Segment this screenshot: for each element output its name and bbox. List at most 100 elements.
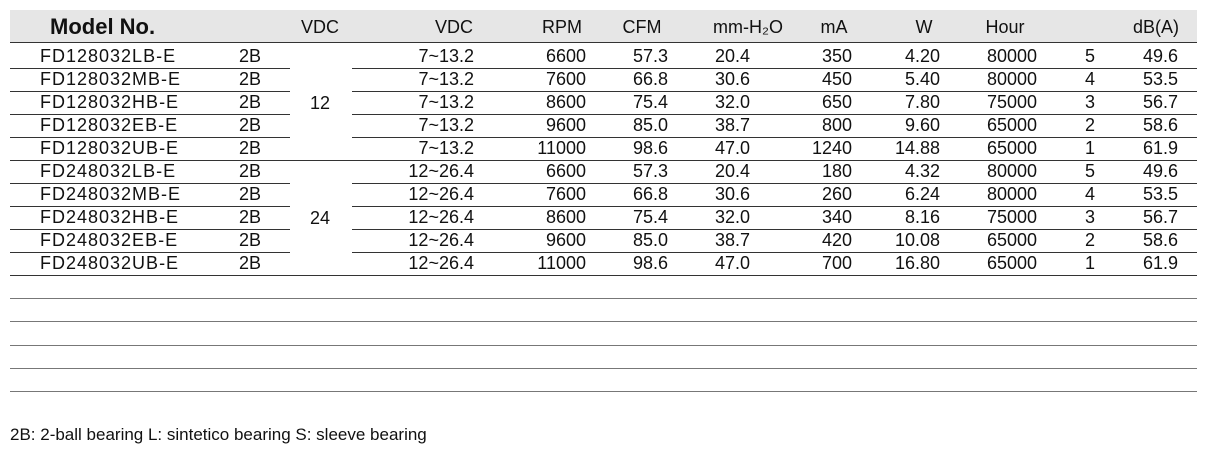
value-cell: 7~13.2 bbox=[418, 46, 474, 66]
value-cell: 30.6 bbox=[714, 69, 750, 89]
value-cell: 7~13.2 bbox=[418, 115, 474, 135]
value-cell: 12~26.4 bbox=[408, 161, 474, 181]
value-cell: 65000 bbox=[986, 230, 1037, 250]
value-cell: 3 bbox=[1084, 92, 1096, 112]
header-cell: mm-H₂O bbox=[713, 17, 783, 37]
value-cell: 75.4 bbox=[632, 92, 668, 112]
value-cell: 75.4 bbox=[632, 207, 668, 227]
value-cell: 5 bbox=[1084, 46, 1096, 66]
value-cell: 98.6 bbox=[632, 138, 668, 158]
value-cell: 56.7 bbox=[1142, 207, 1178, 227]
blank-rule bbox=[10, 368, 1197, 369]
value-cell: 8.16 bbox=[904, 207, 940, 227]
value-cell: 80000 bbox=[986, 46, 1037, 66]
value-cell: 38.7 bbox=[714, 230, 750, 250]
value-cell: 66.8 bbox=[632, 184, 668, 204]
value-cell: 7.80 bbox=[904, 92, 940, 112]
value-cell: 1 bbox=[1084, 138, 1096, 158]
model-cell: FD128032HB-E bbox=[40, 92, 180, 112]
value-cell: 700 bbox=[821, 253, 852, 273]
value-cell: 350 bbox=[821, 46, 852, 66]
blank-rule bbox=[10, 321, 1197, 322]
value-cell: 20.4 bbox=[714, 46, 750, 66]
row-rule bbox=[352, 137, 1197, 138]
row-rule bbox=[10, 114, 290, 115]
value-cell: 2B bbox=[238, 115, 262, 135]
value-cell: 7~13.2 bbox=[418, 138, 474, 158]
value-cell: 9.60 bbox=[904, 115, 940, 135]
value-cell: 1240 bbox=[811, 138, 852, 158]
value-cell: 4.20 bbox=[904, 46, 940, 66]
value-cell: 5 bbox=[1084, 161, 1096, 181]
value-cell: 7~13.2 bbox=[418, 69, 474, 89]
value-cell: 98.6 bbox=[632, 253, 668, 273]
footnote: 2B: 2-ball bearing L: sintetico bearing … bbox=[10, 425, 427, 444]
model-cell: FD128032EB-E bbox=[40, 115, 179, 135]
model-cell: FD248032HB-E bbox=[40, 207, 180, 227]
header-cell: dB(A) bbox=[1132, 17, 1180, 37]
row-rule bbox=[10, 160, 1197, 161]
value-cell: 75000 bbox=[986, 92, 1037, 112]
value-cell: 53.5 bbox=[1142, 184, 1178, 204]
row-rule bbox=[352, 114, 1197, 115]
model-cell: FD128032LB-E bbox=[40, 46, 177, 66]
value-cell: 2B bbox=[238, 230, 262, 250]
vdc-cell: 24 bbox=[309, 207, 331, 228]
value-cell: 2B bbox=[238, 92, 262, 112]
value-cell: 61.9 bbox=[1142, 138, 1178, 158]
value-cell: 85.0 bbox=[632, 115, 668, 135]
header-cell: RPM bbox=[542, 17, 582, 37]
header-cell: W bbox=[915, 17, 933, 37]
header-cell: VDC bbox=[300, 17, 340, 37]
row-rule bbox=[10, 137, 290, 138]
value-cell: 12~26.4 bbox=[408, 207, 474, 227]
value-cell: 2B bbox=[238, 46, 262, 66]
value-cell: 260 bbox=[821, 184, 852, 204]
value-cell: 30.6 bbox=[714, 184, 750, 204]
header-cell: VDC bbox=[434, 17, 474, 37]
value-cell: 49.6 bbox=[1142, 46, 1178, 66]
value-cell: 6.24 bbox=[904, 184, 940, 204]
value-cell: 12~26.4 bbox=[408, 253, 474, 273]
row-rule bbox=[10, 183, 290, 184]
value-cell: 65000 bbox=[986, 253, 1037, 273]
value-cell: 7600 bbox=[545, 69, 586, 89]
value-cell: 20.4 bbox=[714, 161, 750, 181]
value-cell: 65000 bbox=[986, 138, 1037, 158]
value-cell: 8600 bbox=[545, 207, 586, 227]
header-band bbox=[10, 10, 1197, 42]
value-cell: 10.08 bbox=[894, 230, 940, 250]
value-cell: 58.6 bbox=[1142, 230, 1178, 250]
blank-rule bbox=[10, 345, 1197, 346]
value-cell: 12~26.4 bbox=[408, 230, 474, 250]
value-cell: 180 bbox=[821, 161, 852, 181]
model-cell: FD248032LB-E bbox=[40, 161, 177, 181]
value-cell: 38.7 bbox=[714, 115, 750, 135]
value-cell: 9600 bbox=[545, 115, 586, 135]
value-cell: 2B bbox=[238, 138, 262, 158]
row-rule bbox=[10, 229, 290, 230]
value-cell: 66.8 bbox=[632, 69, 668, 89]
value-cell: 4.32 bbox=[904, 161, 940, 181]
value-cell: 4 bbox=[1084, 184, 1096, 204]
value-cell: 9600 bbox=[545, 230, 586, 250]
row-rule bbox=[10, 252, 290, 253]
blank-rule bbox=[10, 391, 1197, 392]
value-cell: 80000 bbox=[986, 161, 1037, 181]
row-rule bbox=[10, 91, 290, 92]
value-cell: 800 bbox=[821, 115, 852, 135]
value-cell: 7~13.2 bbox=[418, 92, 474, 112]
row-rule bbox=[352, 229, 1197, 230]
blank-rule bbox=[10, 298, 1197, 299]
value-cell: 7600 bbox=[545, 184, 586, 204]
model-cell: FD248032UB-E bbox=[40, 253, 180, 273]
row-rule bbox=[10, 206, 290, 207]
value-cell: 47.0 bbox=[714, 253, 750, 273]
model-cell: FD128032UB-E bbox=[40, 138, 180, 158]
row-rule bbox=[352, 68, 1197, 69]
value-cell: 6600 bbox=[545, 161, 586, 181]
value-cell: 5.40 bbox=[904, 69, 940, 89]
header-cell: mA bbox=[820, 17, 848, 37]
value-cell: 340 bbox=[821, 207, 852, 227]
